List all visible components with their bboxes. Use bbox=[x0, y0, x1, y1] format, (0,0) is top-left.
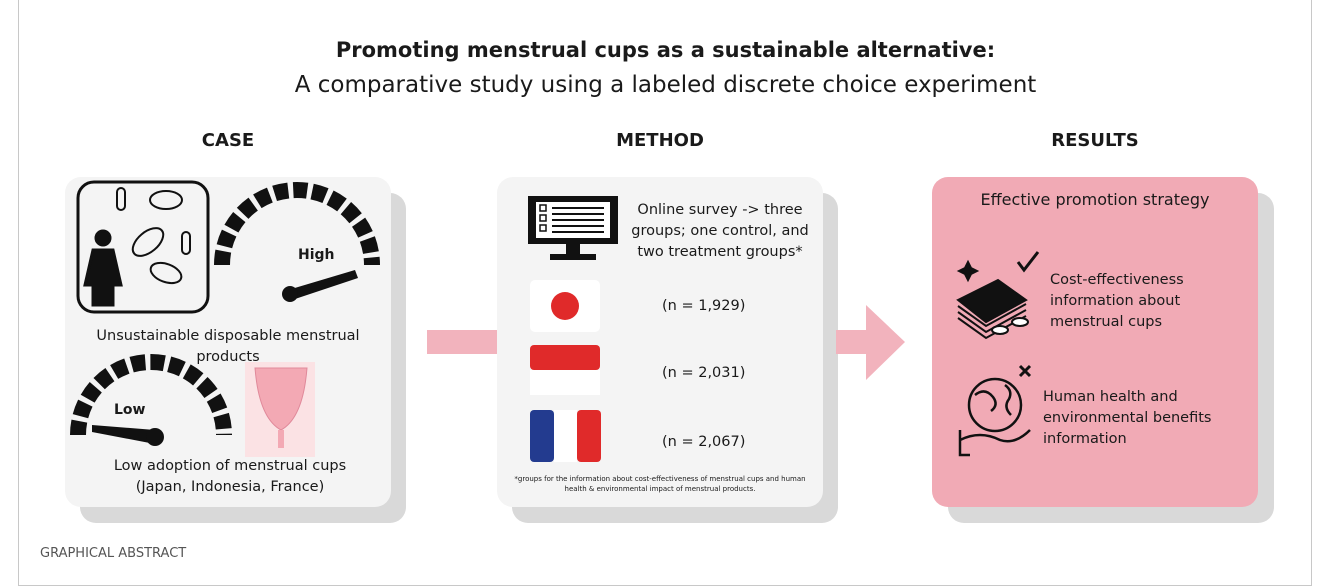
results-title: Effective promotion strategy bbox=[932, 190, 1258, 209]
subtitle: A comparative study using a labeled disc… bbox=[0, 72, 1331, 98]
case-heading: CASE bbox=[128, 130, 328, 151]
low-label: Low bbox=[114, 402, 145, 418]
footnote: *groups for the information about cost-e… bbox=[505, 474, 815, 494]
case-problem: Unsustainable disposable menstrual produ… bbox=[75, 326, 381, 368]
survey-text: Online survey -> three groups; one contr… bbox=[625, 200, 815, 263]
sample-japan: (n = 1,929) bbox=[662, 296, 745, 317]
title: Promoting menstrual cups as a sustainabl… bbox=[0, 38, 1331, 62]
result-item: Human health and environmental benefits … bbox=[1043, 387, 1233, 450]
result-item: Cost-effectiveness information about men… bbox=[1050, 270, 1225, 333]
footer: GRAPHICAL ABSTRACT bbox=[40, 546, 186, 561]
high-label: High bbox=[298, 247, 335, 263]
page: Promoting menstrual cups as a sustainabl… bbox=[0, 0, 1331, 588]
method-heading: METHOD bbox=[560, 130, 760, 151]
sample-france: (n = 2,067) bbox=[662, 432, 745, 453]
results-heading: RESULTS bbox=[995, 130, 1195, 151]
sample-indonesia: (n = 2,031) bbox=[662, 363, 745, 384]
case-adoption: Low adoption of menstrual cups (Japan, I… bbox=[100, 456, 360, 498]
